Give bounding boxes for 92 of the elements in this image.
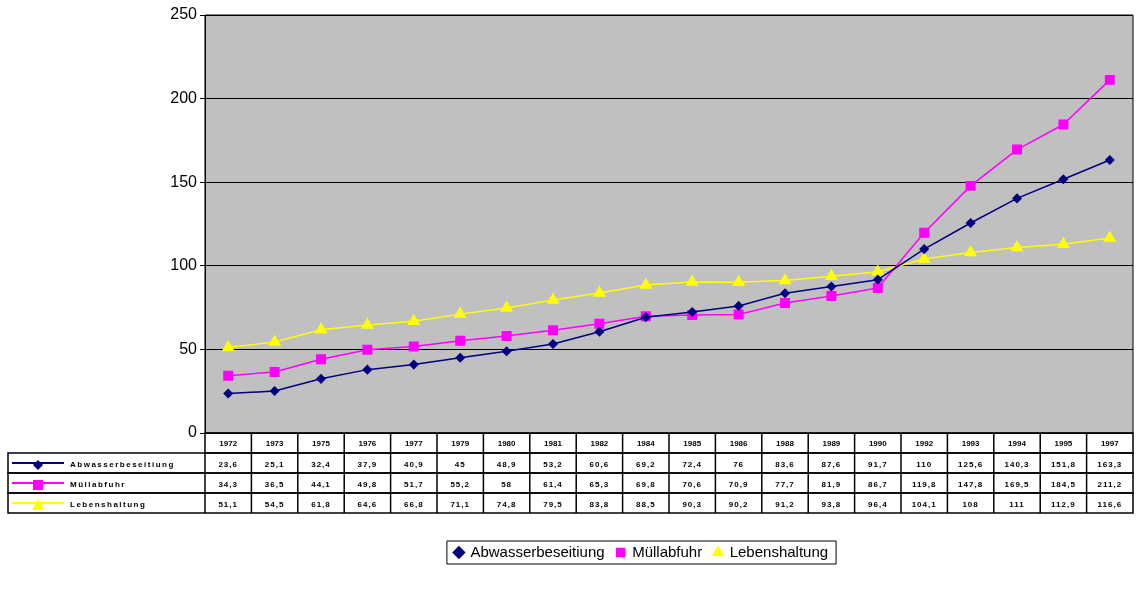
data-label: 55,2 bbox=[450, 479, 470, 489]
data-label: 86,7 bbox=[868, 479, 888, 489]
data-label: 96,4 bbox=[868, 499, 888, 509]
legend-label: Müllabfuhr bbox=[632, 542, 703, 560]
data-label: 83,8 bbox=[589, 499, 610, 509]
x-tick-label: 1980 bbox=[497, 439, 517, 448]
x-tick-label: 1976 bbox=[358, 439, 377, 448]
data-label: 108 bbox=[962, 499, 979, 509]
data-label: 36,5 bbox=[264, 479, 285, 489]
x-tick-label: 1972 bbox=[219, 439, 238, 448]
data-label: 104,1 bbox=[911, 499, 937, 509]
data-label: 125,6 bbox=[958, 459, 984, 469]
data-label: 53,2 bbox=[543, 459, 563, 469]
data-label: 51,7 bbox=[404, 479, 424, 489]
data-label: 23,6 bbox=[218, 459, 238, 469]
y-tick-label: 100 bbox=[170, 256, 198, 274]
x-tick-label: 1990 bbox=[868, 439, 888, 448]
data-label: 111 bbox=[1009, 499, 1025, 509]
data-label: 110 bbox=[916, 459, 933, 469]
data-label: 25,1 bbox=[264, 459, 285, 469]
x-tick-label: 1992 bbox=[915, 439, 934, 448]
x-tick-label: 1988 bbox=[776, 439, 795, 448]
data-label: 163,3 bbox=[1097, 459, 1123, 469]
data-label: 211,2 bbox=[1097, 479, 1123, 489]
data-label: 169,5 bbox=[1004, 479, 1030, 489]
x-tick-label: 1993 bbox=[961, 439, 981, 448]
y-tick-label: 50 bbox=[179, 339, 198, 357]
data-label: 87,6 bbox=[821, 459, 842, 469]
data-label: 65,3 bbox=[589, 479, 610, 489]
data-label: 93,8 bbox=[821, 499, 842, 509]
text: Lebenshaltung bbox=[70, 499, 147, 509]
text: Müllabfuhr bbox=[70, 479, 126, 489]
data-label: 140,3 bbox=[1004, 459, 1030, 469]
x-tick-label: 1981 bbox=[544, 439, 563, 448]
data-label: 90,2 bbox=[728, 499, 749, 509]
x-tick-label: 1982 bbox=[590, 439, 609, 448]
data-label: 60,6 bbox=[589, 459, 610, 469]
y-tick-label: 150 bbox=[170, 172, 198, 190]
data-label: 91,7 bbox=[868, 459, 888, 469]
data-label: 184,5 bbox=[1050, 479, 1076, 489]
y-tick-label: 250 bbox=[170, 5, 198, 23]
data-label: 88,5 bbox=[636, 499, 656, 509]
data-label: 34,3 bbox=[218, 479, 238, 489]
data-label: 77,7 bbox=[775, 479, 795, 489]
y-tick-label: 200 bbox=[170, 89, 198, 107]
data-label: 44,1 bbox=[311, 479, 331, 489]
data-label: 37,9 bbox=[357, 459, 378, 469]
text: Abwasserbeseitiung bbox=[70, 459, 175, 469]
data-label: 70,6 bbox=[682, 479, 702, 489]
data-label: 119,8 bbox=[911, 479, 937, 489]
data-label: 76 bbox=[733, 459, 745, 469]
data-label: 58 bbox=[501, 479, 513, 489]
data-label: 49,8 bbox=[357, 479, 378, 489]
data-label: 61,8 bbox=[311, 499, 331, 509]
x-tick-label: 1977 bbox=[404, 439, 424, 448]
data-label: 40,9 bbox=[404, 459, 424, 469]
data-label: 69,2 bbox=[636, 459, 656, 469]
data-label: 32,4 bbox=[311, 459, 331, 469]
data-label: 74,8 bbox=[496, 499, 517, 509]
data-label: 83,6 bbox=[775, 459, 795, 469]
data-label: 81,9 bbox=[821, 479, 842, 489]
data-label: 90,3 bbox=[682, 499, 702, 509]
data-label: 45 bbox=[454, 459, 466, 469]
data-label: 151,8 bbox=[1050, 459, 1076, 469]
data-label: 48,9 bbox=[496, 459, 517, 469]
data-label: 66,8 bbox=[404, 499, 424, 509]
x-tick-label: 1979 bbox=[451, 439, 470, 448]
data-label: 70,9 bbox=[728, 479, 749, 489]
x-tick-label: 1984 bbox=[636, 439, 656, 448]
data-label: 72,4 bbox=[682, 459, 702, 469]
data-label: 147,8 bbox=[958, 479, 984, 489]
data-label: 61,4 bbox=[543, 479, 563, 489]
data-label: 64,6 bbox=[357, 499, 378, 509]
x-tick-label: 1975 bbox=[312, 439, 331, 448]
data-label: 116,6 bbox=[1097, 499, 1123, 509]
x-tick-label: 1973 bbox=[265, 439, 285, 448]
x-tick-label: 1995 bbox=[1054, 439, 1073, 448]
data-label: 69,8 bbox=[636, 479, 656, 489]
x-tick-label: 1989 bbox=[822, 439, 841, 448]
data-label: 71,1 bbox=[450, 499, 470, 509]
x-tick-label: 1997 bbox=[1100, 439, 1120, 448]
x-tick-label: 1986 bbox=[729, 439, 749, 448]
data-label: 54,5 bbox=[264, 499, 285, 509]
x-tick-label: 1994 bbox=[1008, 439, 1027, 448]
data-label: 91,2 bbox=[775, 499, 795, 509]
legend-label: Abwasserbeseitiung bbox=[470, 542, 605, 560]
legend-label: Lebenshaltung bbox=[729, 542, 829, 560]
x-tick-label: 1985 bbox=[683, 439, 702, 448]
data-label: 79,5 bbox=[543, 499, 563, 509]
y-tick-label: 0 bbox=[188, 423, 198, 441]
data-label: 112,9 bbox=[1051, 499, 1076, 509]
data-label: 51,1 bbox=[218, 499, 238, 509]
